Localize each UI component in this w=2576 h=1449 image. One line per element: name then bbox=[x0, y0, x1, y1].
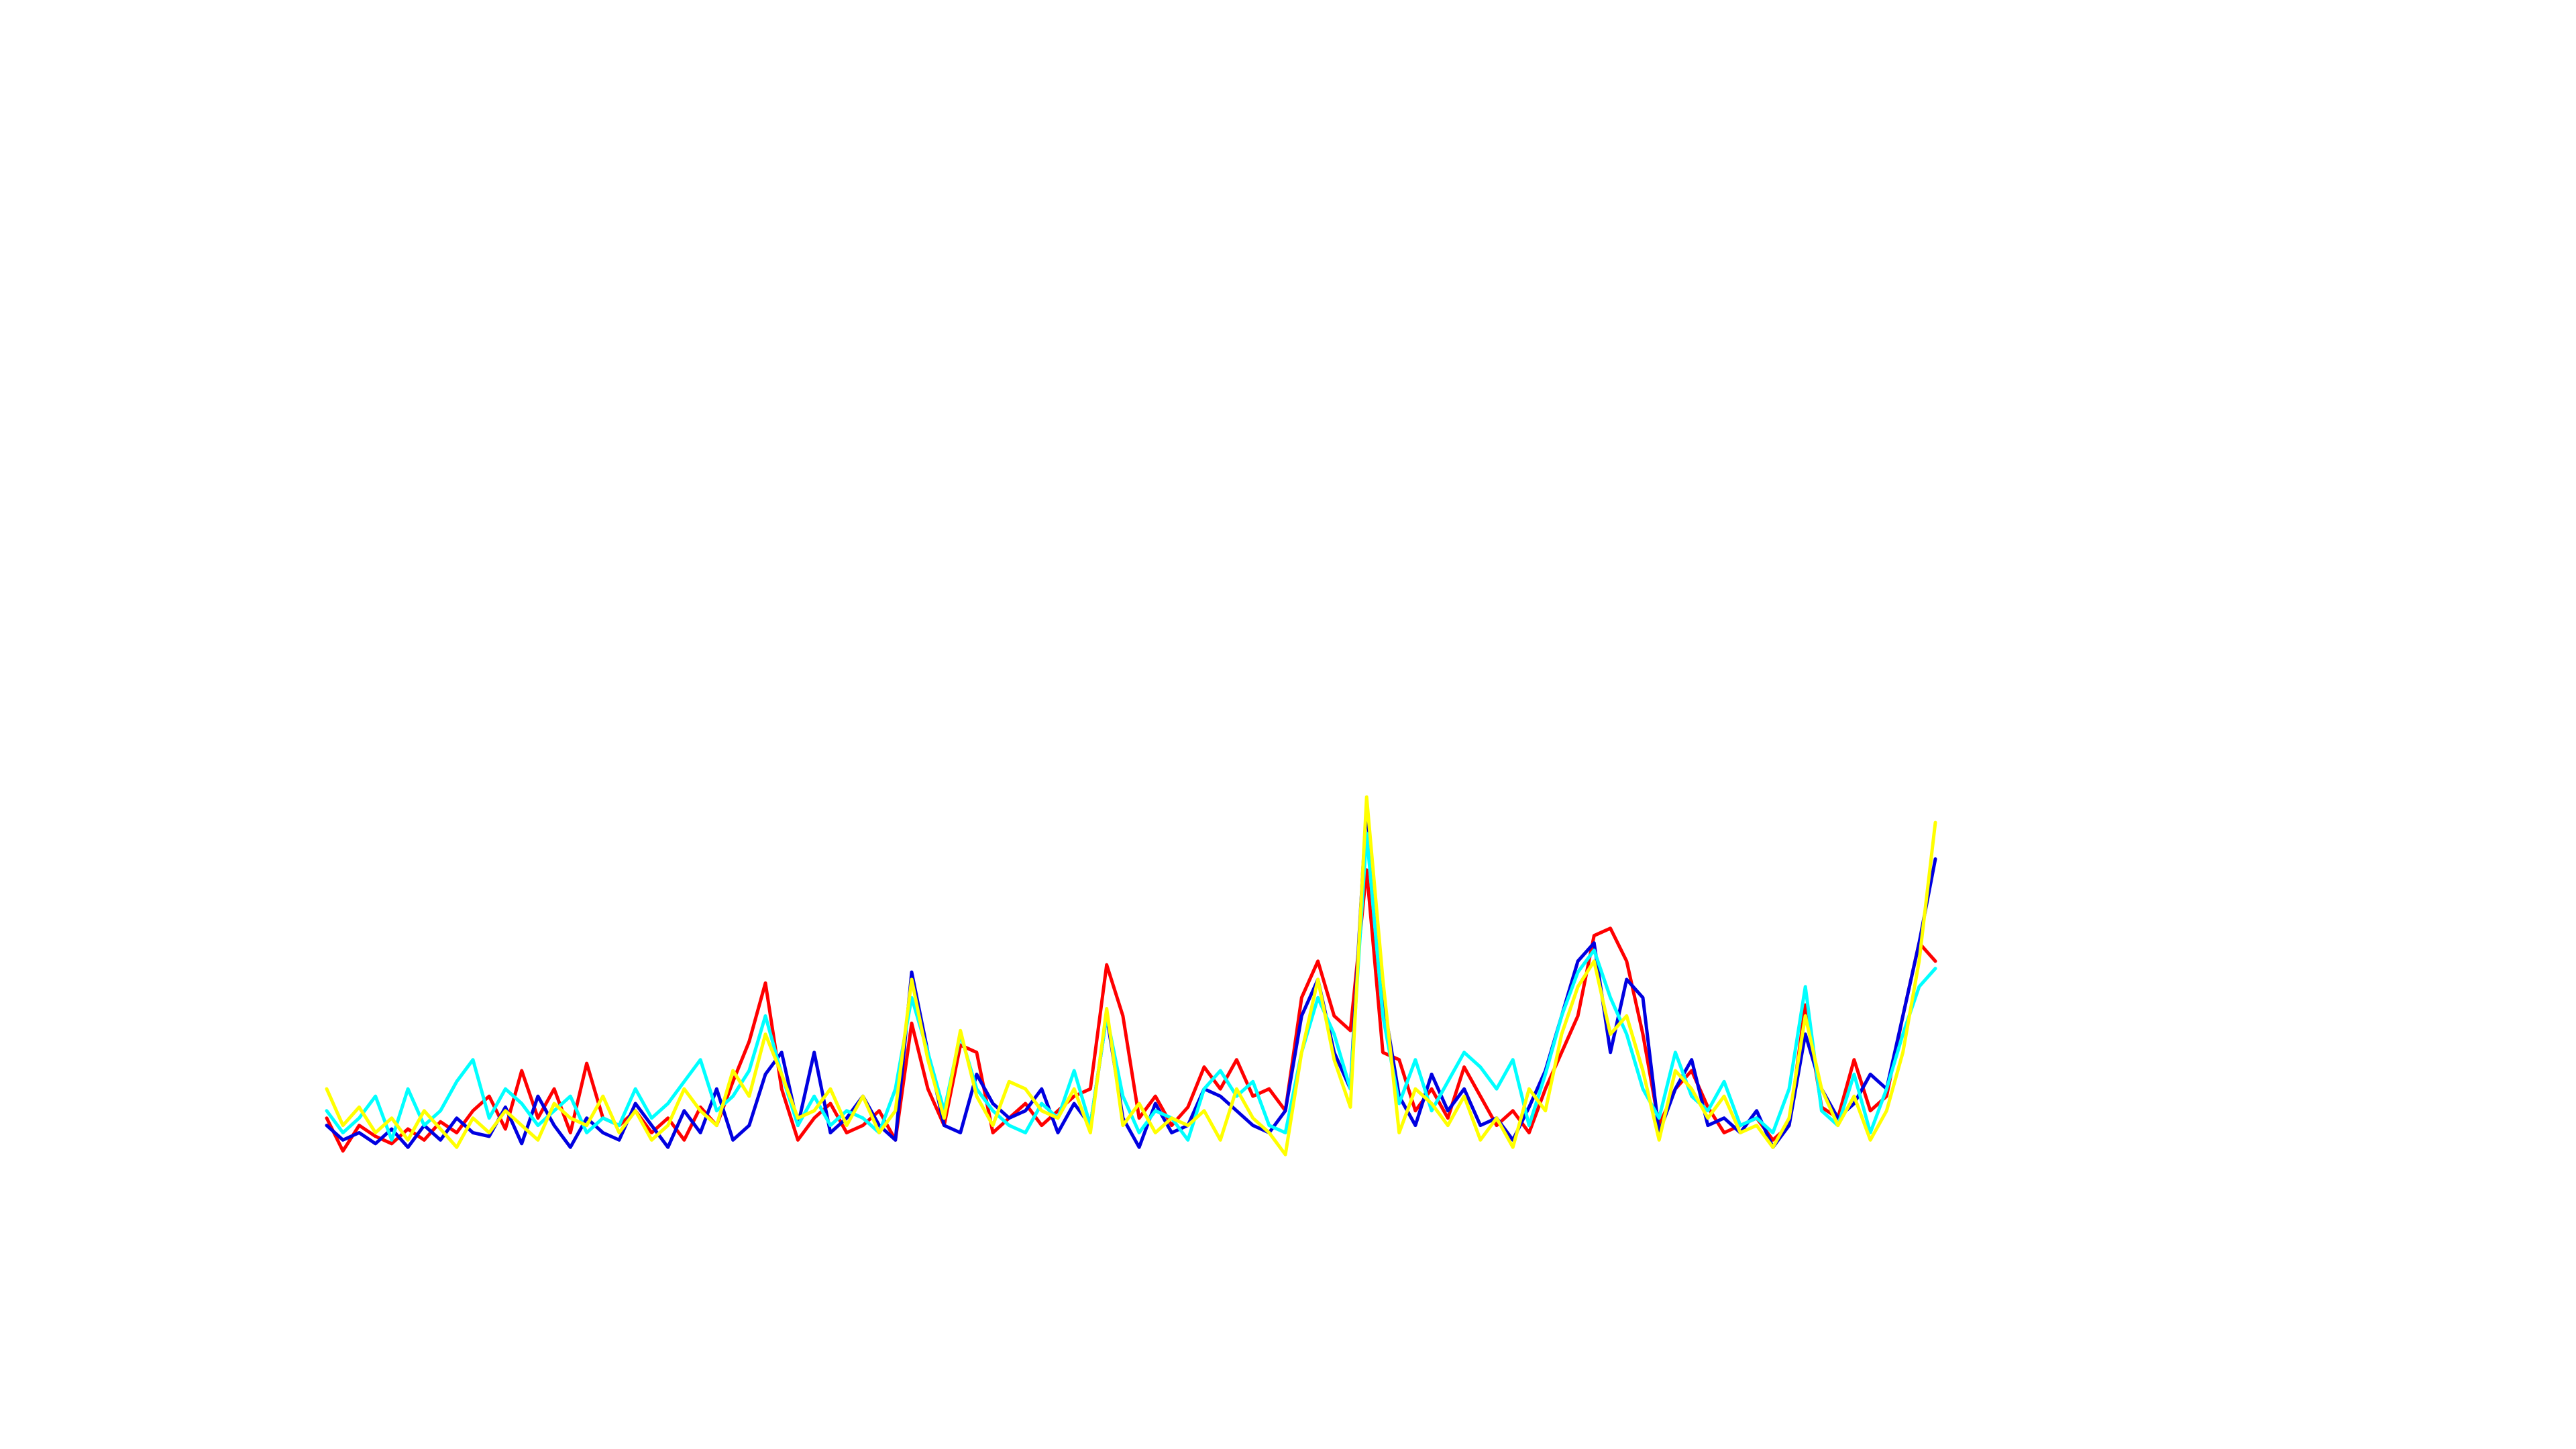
series-line bbox=[325, 795, 1937, 1157]
series-line bbox=[325, 868, 1937, 1153]
